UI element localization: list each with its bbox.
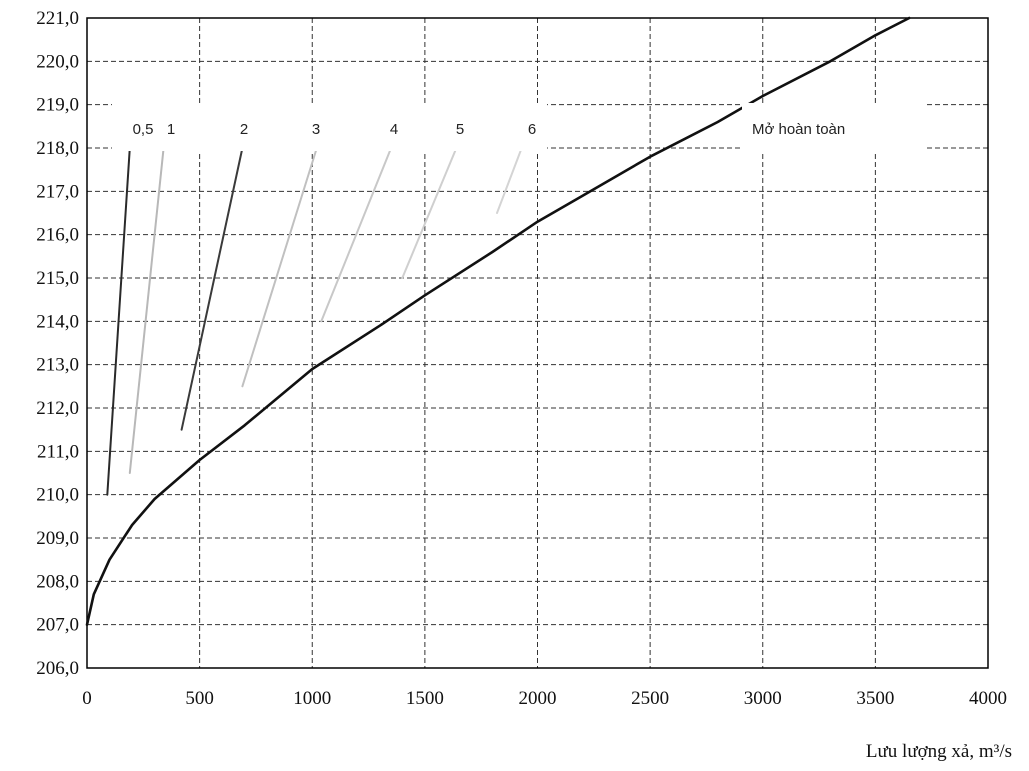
legend: 0,5 1 2 3 4 5 6 Mở hoàn toàn [112, 103, 927, 151]
y-tick-label: 216,0 [36, 225, 79, 246]
y-tick-label: 215,0 [36, 268, 79, 289]
plot-frame [86, 17, 989, 669]
x-tick-label: 2500 [631, 688, 669, 709]
legend-label-gate: 3 [312, 121, 320, 138]
legend-label-gate: 1 [167, 121, 175, 138]
legend-box [112, 103, 547, 151]
x-tick-labels: 0 500 1000 1500 2000 2500 3000 3500 4000 [82, 688, 1007, 709]
y-tick-label: 211,0 [37, 441, 79, 462]
legend-label-gate: 5 [456, 121, 464, 138]
series-line-gate-2 [180, 147, 244, 431]
y-tick-label: 217,0 [36, 181, 79, 202]
y-tick-label: 214,0 [36, 311, 79, 332]
x-tick-label: 1000 [293, 688, 331, 709]
x-tick-label: 3500 [856, 688, 894, 709]
x-tick-label: 500 [185, 688, 214, 709]
x-tick-label: 2000 [519, 688, 557, 709]
legend-label-gate: 6 [528, 121, 536, 138]
legend-label-gate: 0,5 [133, 121, 154, 138]
series-line-gate-3 [241, 147, 318, 388]
legend-label-gate: 2 [240, 121, 248, 138]
series-line-full-open [85, 16, 911, 627]
legend-box-full-open [742, 103, 927, 151]
y-tick-label: 218,0 [36, 138, 79, 159]
y-tick-label: 221,0 [36, 8, 79, 29]
y-tick-label: 210,0 [36, 485, 79, 506]
x-tick-label: 1500 [406, 688, 444, 709]
x-tick-label: 0 [82, 688, 92, 709]
x-axis-label: Lưu lượng xả, m³/s [866, 741, 1012, 762]
y-tick-label: 208,0 [36, 571, 79, 592]
y-tick-label: 220,0 [36, 51, 79, 72]
y-tick-label: 212,0 [36, 398, 79, 419]
x-tick-label: 3000 [744, 688, 782, 709]
series-line-gate-1 [128, 147, 165, 474]
series-line-gate-6 [496, 147, 523, 214]
legend-label-full-open: Mở hoàn toàn [752, 121, 845, 138]
series-layer [85, 16, 911, 627]
x-tick-label: 4000 [969, 688, 1007, 709]
y-tick-label: 207,0 [36, 615, 79, 636]
series-line-gate-0-5 [106, 147, 131, 496]
y-tick-label: 213,0 [36, 355, 79, 376]
series-line-gate-4 [320, 147, 393, 323]
series-line-gate-5 [401, 147, 458, 279]
y-tick-label: 209,0 [36, 528, 79, 549]
y-tick-label: 206,0 [36, 658, 79, 679]
y-tick-labels: 206,0 207,0 208,0 209,0 210,0 211,0 212,0 213,0… [36, 8, 79, 679]
y-tick-label: 219,0 [36, 95, 79, 116]
legend-label-gate: 4 [390, 121, 398, 138]
